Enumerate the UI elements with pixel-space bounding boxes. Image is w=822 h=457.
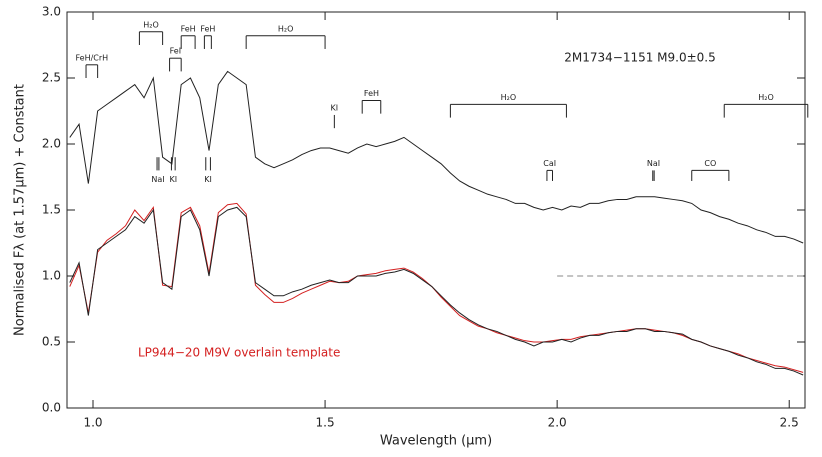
y-tick-label: 2.5 bbox=[42, 71, 61, 85]
x-axis-label: Wavelength (μm) bbox=[380, 434, 492, 449]
annotation-label: H₂O bbox=[758, 93, 774, 102]
annotation-label: FeH bbox=[364, 89, 379, 98]
y-axis-label: Normalised Fλ (at 1.57μm) + Constant bbox=[13, 84, 28, 336]
y-tick-label: 0.5 bbox=[42, 335, 61, 349]
annotation-label: NaI bbox=[647, 159, 660, 168]
annotation-label: H₂O bbox=[501, 93, 517, 102]
annotation-label: FeH bbox=[200, 24, 215, 33]
object-label: 2M1734−1151 M9.0±0.5 bbox=[564, 51, 716, 65]
y-tick-label: 1.0 bbox=[42, 269, 61, 283]
annotation-label: NaI bbox=[151, 175, 164, 184]
annotation-label: FeH/CrH bbox=[75, 53, 108, 62]
annotation-label: H₂O bbox=[278, 24, 294, 33]
y-tick-label: 2.0 bbox=[42, 137, 61, 151]
spectrum-line bbox=[69, 70, 804, 244]
spectrum-line bbox=[69, 206, 804, 376]
x-tick-label: 2.5 bbox=[780, 416, 799, 430]
x-tick-label: 1.5 bbox=[316, 416, 335, 430]
annotation-label: FeI bbox=[170, 47, 181, 56]
template-label: LP944−20 M9V overlain template bbox=[138, 346, 340, 360]
x-tick-label: 1.0 bbox=[83, 416, 102, 430]
annotation-label: CO bbox=[704, 159, 716, 168]
x-tick-label: 2.0 bbox=[548, 416, 567, 430]
annotation-label: KI bbox=[331, 103, 339, 112]
y-tick-label: 0.0 bbox=[42, 401, 61, 415]
annotation-label: CaI bbox=[543, 159, 556, 168]
annotation-label: KI bbox=[169, 175, 177, 184]
annotation-label: KI bbox=[204, 175, 212, 184]
y-tick-label: 3.0 bbox=[42, 5, 61, 19]
annotation-label: H₂O bbox=[143, 20, 159, 29]
annotation-label: FeH bbox=[181, 24, 196, 33]
y-tick-label: 1.5 bbox=[42, 203, 61, 217]
